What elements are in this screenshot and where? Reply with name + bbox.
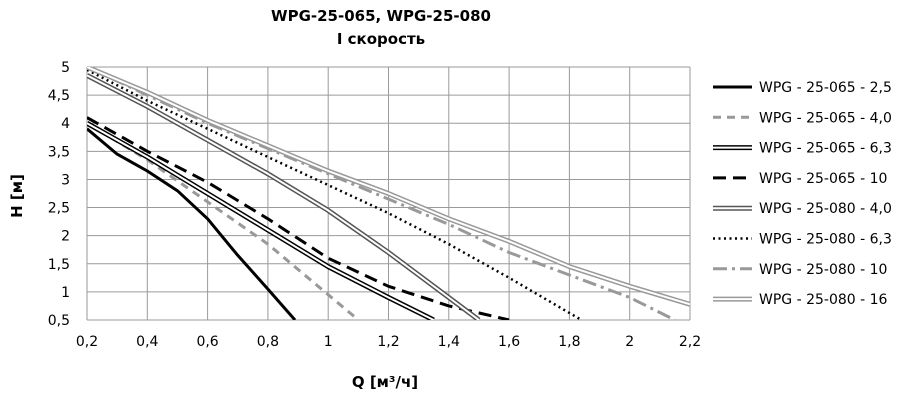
legend-item: WPG - 25-065 - 4,0 <box>713 110 892 126</box>
legend-item: WPG - 25-065 - 6,3 <box>713 141 892 157</box>
legend: WPG - 25-065 - 2,5 WPG - 25-065 - 4,0 WPG … <box>713 80 892 308</box>
series-path <box>87 74 480 320</box>
legend-label: WPG - 25-080 - 16 <box>759 292 888 308</box>
legend-item: WPG - 25-065 - 10 <box>713 171 887 187</box>
series-line-8 <box>87 67 690 307</box>
y-tick-label: 5 <box>61 60 70 76</box>
legend-label: WPG - 25-080 - 10 <box>759 262 887 278</box>
x-axis-label: Q [м³/ч] <box>352 373 418 391</box>
chart-title: WPG-25-065, WPG-25-080 <box>271 7 491 25</box>
series-path <box>87 127 297 320</box>
y-axis-ticks: 0,5 1 1,5 2 2,5 3 3,5 4 4,5 5 <box>48 60 70 329</box>
legend-item: WPG - 25-080 - 10 <box>713 262 887 278</box>
x-tick-label: 0,6 <box>196 334 218 350</box>
legend-label: WPG - 25-065 - 2,5 <box>759 80 892 96</box>
chart-subtitle: I скорость <box>337 30 425 48</box>
series-path <box>87 68 583 320</box>
x-tick-label: 0,2 <box>76 334 98 350</box>
y-tick-label: 2 <box>61 229 70 245</box>
legend-label: WPG - 25-080 - 4,0 <box>759 201 892 217</box>
series-line-2 <box>87 121 360 320</box>
legend-label: WPG - 25-080 - 6,3 <box>759 232 892 248</box>
grid <box>86 66 691 321</box>
x-axis-ticks: 0,2 0,4 0,6 0,8 1 1,2 1,4 1,6 1,8 2 2,2 <box>76 334 701 350</box>
x-tick-label: 0,8 <box>257 334 279 350</box>
series-path <box>87 73 481 320</box>
x-tick-label: 1,4 <box>438 334 460 350</box>
x-tick-label: 1,2 <box>377 334 399 350</box>
series-path <box>87 122 435 320</box>
series-layer <box>87 67 690 320</box>
y-tick-label: 4,5 <box>48 88 70 104</box>
x-tick-label: 1 <box>324 334 333 350</box>
series-path <box>87 116 510 320</box>
y-tick-label: 1,5 <box>48 257 70 273</box>
series-path <box>87 121 360 320</box>
series-path <box>87 67 690 306</box>
series-line-3 <box>87 121 435 320</box>
legend-item: WPG - 25-065 - 2,5 <box>713 80 892 96</box>
series-line-5 <box>87 73 481 320</box>
series-line-7 <box>87 67 676 320</box>
series-path <box>87 67 676 320</box>
x-tick-label: 0,4 <box>136 334 158 350</box>
legend-label: WPG - 25-065 - 6,3 <box>759 141 892 157</box>
legend-label: WPG - 25-065 - 10 <box>759 171 887 187</box>
y-tick-label: 3 <box>61 172 70 188</box>
series-line-1 <box>87 127 297 320</box>
y-axis-label: H [м] <box>8 174 26 218</box>
series-line-4 <box>87 116 510 320</box>
legend-item: WPG - 25-080 - 4,0 <box>713 201 892 217</box>
x-tick-label: 2,2 <box>679 334 701 350</box>
x-tick-label: 2 <box>625 334 634 350</box>
x-tick-label: 1,8 <box>558 334 580 350</box>
series-line-6 <box>87 68 583 320</box>
y-tick-label: 3,5 <box>48 144 70 160</box>
y-tick-label: 4 <box>61 116 70 132</box>
y-tick-label: 0,5 <box>48 313 70 329</box>
legend-item: WPG - 25-080 - 6,3 <box>713 232 892 248</box>
y-tick-label: 1 <box>61 285 70 301</box>
y-tick-label: 2,5 <box>48 201 70 217</box>
x-tick-label: 1,6 <box>498 334 520 350</box>
legend-label: WPG - 25-065 - 4,0 <box>759 110 892 126</box>
legend-item: WPG - 25-080 - 16 <box>713 292 888 308</box>
